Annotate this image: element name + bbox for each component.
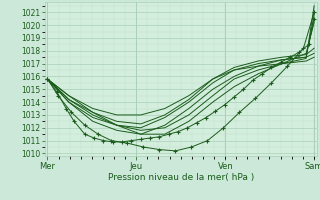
X-axis label: Pression niveau de la mer( hPa ): Pression niveau de la mer( hPa ) — [108, 173, 254, 182]
